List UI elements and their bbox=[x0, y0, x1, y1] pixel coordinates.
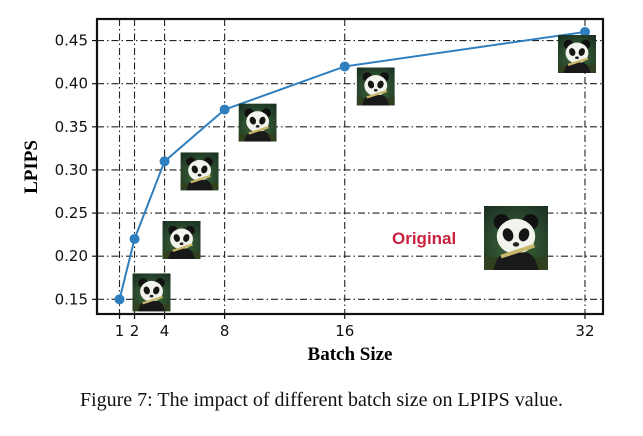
x-tick-label: 4 bbox=[160, 322, 170, 340]
y-tick-label: 0.40 bbox=[55, 75, 88, 93]
y-tick-label: 0.15 bbox=[55, 290, 88, 308]
figure-caption: Figure 7: The impact of different batch … bbox=[79, 389, 564, 411]
y-tick-label: 0.20 bbox=[55, 247, 88, 265]
series-line bbox=[114, 26, 590, 305]
data-point bbox=[219, 104, 230, 115]
x-tick-label: 16 bbox=[335, 322, 354, 340]
y-tick-label: 0.45 bbox=[55, 32, 88, 50]
original-label: Original bbox=[392, 229, 456, 248]
data-point bbox=[129, 233, 140, 244]
panda-thumbnail bbox=[557, 34, 596, 73]
data-point bbox=[159, 156, 170, 167]
data-point bbox=[114, 294, 125, 305]
plot-frame bbox=[95, 17, 605, 316]
x-axis-title: Batch Size bbox=[308, 344, 393, 365]
x-tick-label: 2 bbox=[130, 322, 140, 340]
panda-thumbnail bbox=[180, 152, 219, 191]
y-tick-label: 0.30 bbox=[55, 161, 88, 179]
panda-thumbnail bbox=[238, 103, 277, 142]
x-tick-label: 8 bbox=[220, 322, 230, 340]
x-tick-label: 32 bbox=[575, 322, 594, 340]
panda-thumbnail bbox=[132, 273, 171, 312]
axes: 0.15 0.20 0.25 0.30 0.35 0.40 0.45 1 2 4 8 16 32 bbox=[55, 17, 605, 340]
y-axis-title: LPIPS bbox=[21, 140, 42, 194]
panda-thumbnail bbox=[162, 220, 201, 259]
panda-thumbnail bbox=[356, 67, 395, 106]
y-tick-label: 0.35 bbox=[55, 118, 88, 136]
data-point bbox=[339, 61, 350, 72]
original-panda-image bbox=[484, 206, 548, 270]
x-tick-label: 1 bbox=[115, 322, 125, 340]
chart: 0.15 0.20 0.25 0.30 0.35 0.40 0.45 1 2 4 8 16 32 Bat… bbox=[21, 17, 605, 365]
series-polyline bbox=[118, 30, 586, 300]
data-point bbox=[579, 26, 590, 37]
y-tick-label: 0.25 bbox=[55, 204, 88, 222]
